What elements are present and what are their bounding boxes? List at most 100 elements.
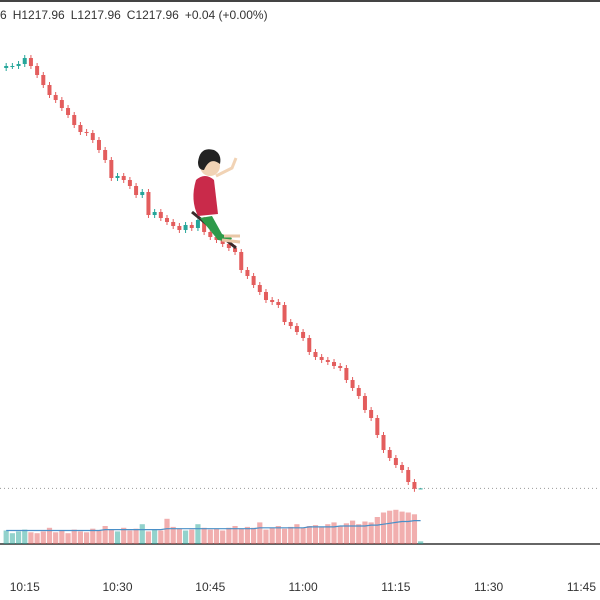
candle-body: [4, 66, 9, 68]
volume-bar: [53, 532, 59, 544]
cartoon-body: [193, 176, 218, 216]
volume-bar: [133, 528, 139, 544]
candle-body: [375, 418, 380, 435]
x-tick-label: 10:30: [103, 580, 133, 594]
volume-bar: [15, 531, 22, 544]
candle-body: [381, 435, 386, 450]
volume-bar: [294, 524, 300, 544]
volume-bar: [300, 527, 306, 544]
candle-body: [177, 226, 182, 230]
candle-body: [90, 133, 95, 140]
candle-body: [325, 360, 330, 362]
volume-bar: [368, 522, 374, 544]
volume-bar: [127, 530, 133, 544]
candle-body: [406, 470, 411, 482]
candle-body: [344, 368, 349, 380]
candle-body: [301, 332, 306, 338]
volume-bar: [195, 524, 201, 544]
candle-body: [171, 222, 176, 226]
volume-bar: [275, 526, 281, 544]
volume-bar: [189, 529, 195, 544]
candle-body: [276, 302, 281, 305]
candle-body: [195, 220, 200, 228]
volume-bar: [337, 526, 343, 544]
cartoon-legs: [221, 234, 241, 244]
volume-bar: [387, 510, 393, 544]
candle-body: [202, 220, 207, 232]
candle-body: [387, 450, 392, 458]
legend-value: 6: [0, 8, 7, 22]
volume-bar: [182, 530, 189, 544]
volume-bar: [220, 530, 226, 544]
x-tick-label: 11:45: [567, 580, 596, 594]
volume-bar: [405, 512, 411, 544]
volume-bar: [28, 532, 34, 544]
candle-body: [214, 237, 219, 240]
candle-body: [233, 248, 238, 252]
volume-bar: [356, 524, 362, 544]
volume-bar: [288, 526, 294, 544]
volume-bar: [3, 530, 9, 544]
volume-bar: [152, 529, 158, 544]
x-tick-label: 10:45: [195, 580, 225, 594]
candle-body: [10, 66, 15, 67]
volume-bar: [40, 531, 46, 544]
candle-body: [418, 488, 423, 490]
volume-bar: [319, 526, 325, 544]
volume-bar: [71, 529, 77, 544]
volume-bar: [34, 533, 40, 544]
volume-bar: [374, 517, 380, 544]
volume-bar: [399, 511, 405, 544]
candle-body: [152, 212, 157, 215]
volume-bar: [59, 530, 65, 544]
volume-bar: [65, 533, 71, 544]
x-tick-label: 11:30: [474, 580, 503, 594]
volume-bar: [331, 522, 337, 544]
volume-ma-line: [6, 520, 421, 532]
volume-bar: [102, 526, 108, 544]
volume-bar: [257, 522, 263, 544]
x-tick-label: 11:00: [289, 580, 318, 594]
candle-body: [393, 458, 398, 465]
candle-body: [78, 125, 83, 132]
candle-body: [412, 482, 417, 489]
legend-value: C1217.96: [127, 8, 179, 22]
candle-body: [319, 357, 324, 360]
candle-body: [59, 100, 64, 108]
volume-bar: [9, 533, 15, 544]
volume-bar: [207, 529, 213, 544]
candle-body: [96, 140, 101, 150]
volume-bar: [90, 528, 96, 544]
candle-body: [115, 176, 120, 178]
volume-bar: [22, 529, 28, 544]
plot-area: 10:15 10:30 10:45 11:00 11:15 11:30 11:45: [0, 55, 600, 594]
volume-bar: [380, 512, 387, 544]
candle-body: [294, 326, 299, 332]
volume-bar: [226, 527, 232, 544]
candle-body: [270, 300, 275, 302]
volume-bar: [145, 531, 152, 544]
volume-bar: [393, 509, 399, 544]
candle-body: [288, 322, 293, 326]
legend-value: +0.04 (+0.00%): [185, 8, 268, 22]
candle-body: [189, 225, 194, 228]
candle-body: [146, 192, 151, 215]
volume-bar: [306, 526, 312, 544]
volume-bar: [176, 528, 182, 544]
volume-bar: [281, 528, 288, 544]
volume-bar: [77, 531, 84, 544]
candle-body: [84, 132, 89, 133]
cartoon-arm: [215, 157, 238, 178]
volume-bar: [244, 526, 251, 544]
cartoon-figure: [191, 149, 241, 250]
volume-bar: [418, 541, 424, 544]
candle-body: [35, 66, 40, 75]
volume-bar: [213, 528, 220, 544]
candle-body: [338, 366, 343, 368]
volume-bar: [325, 524, 331, 544]
candle-body: [28, 58, 33, 66]
volume-bar: [269, 527, 275, 544]
candle-body: [72, 115, 77, 125]
candle-body: [208, 232, 213, 237]
ohlc-legend: 6 H1217.96 L1217.96 C1217.96 +0.04 (+0.00%): [0, 8, 268, 22]
